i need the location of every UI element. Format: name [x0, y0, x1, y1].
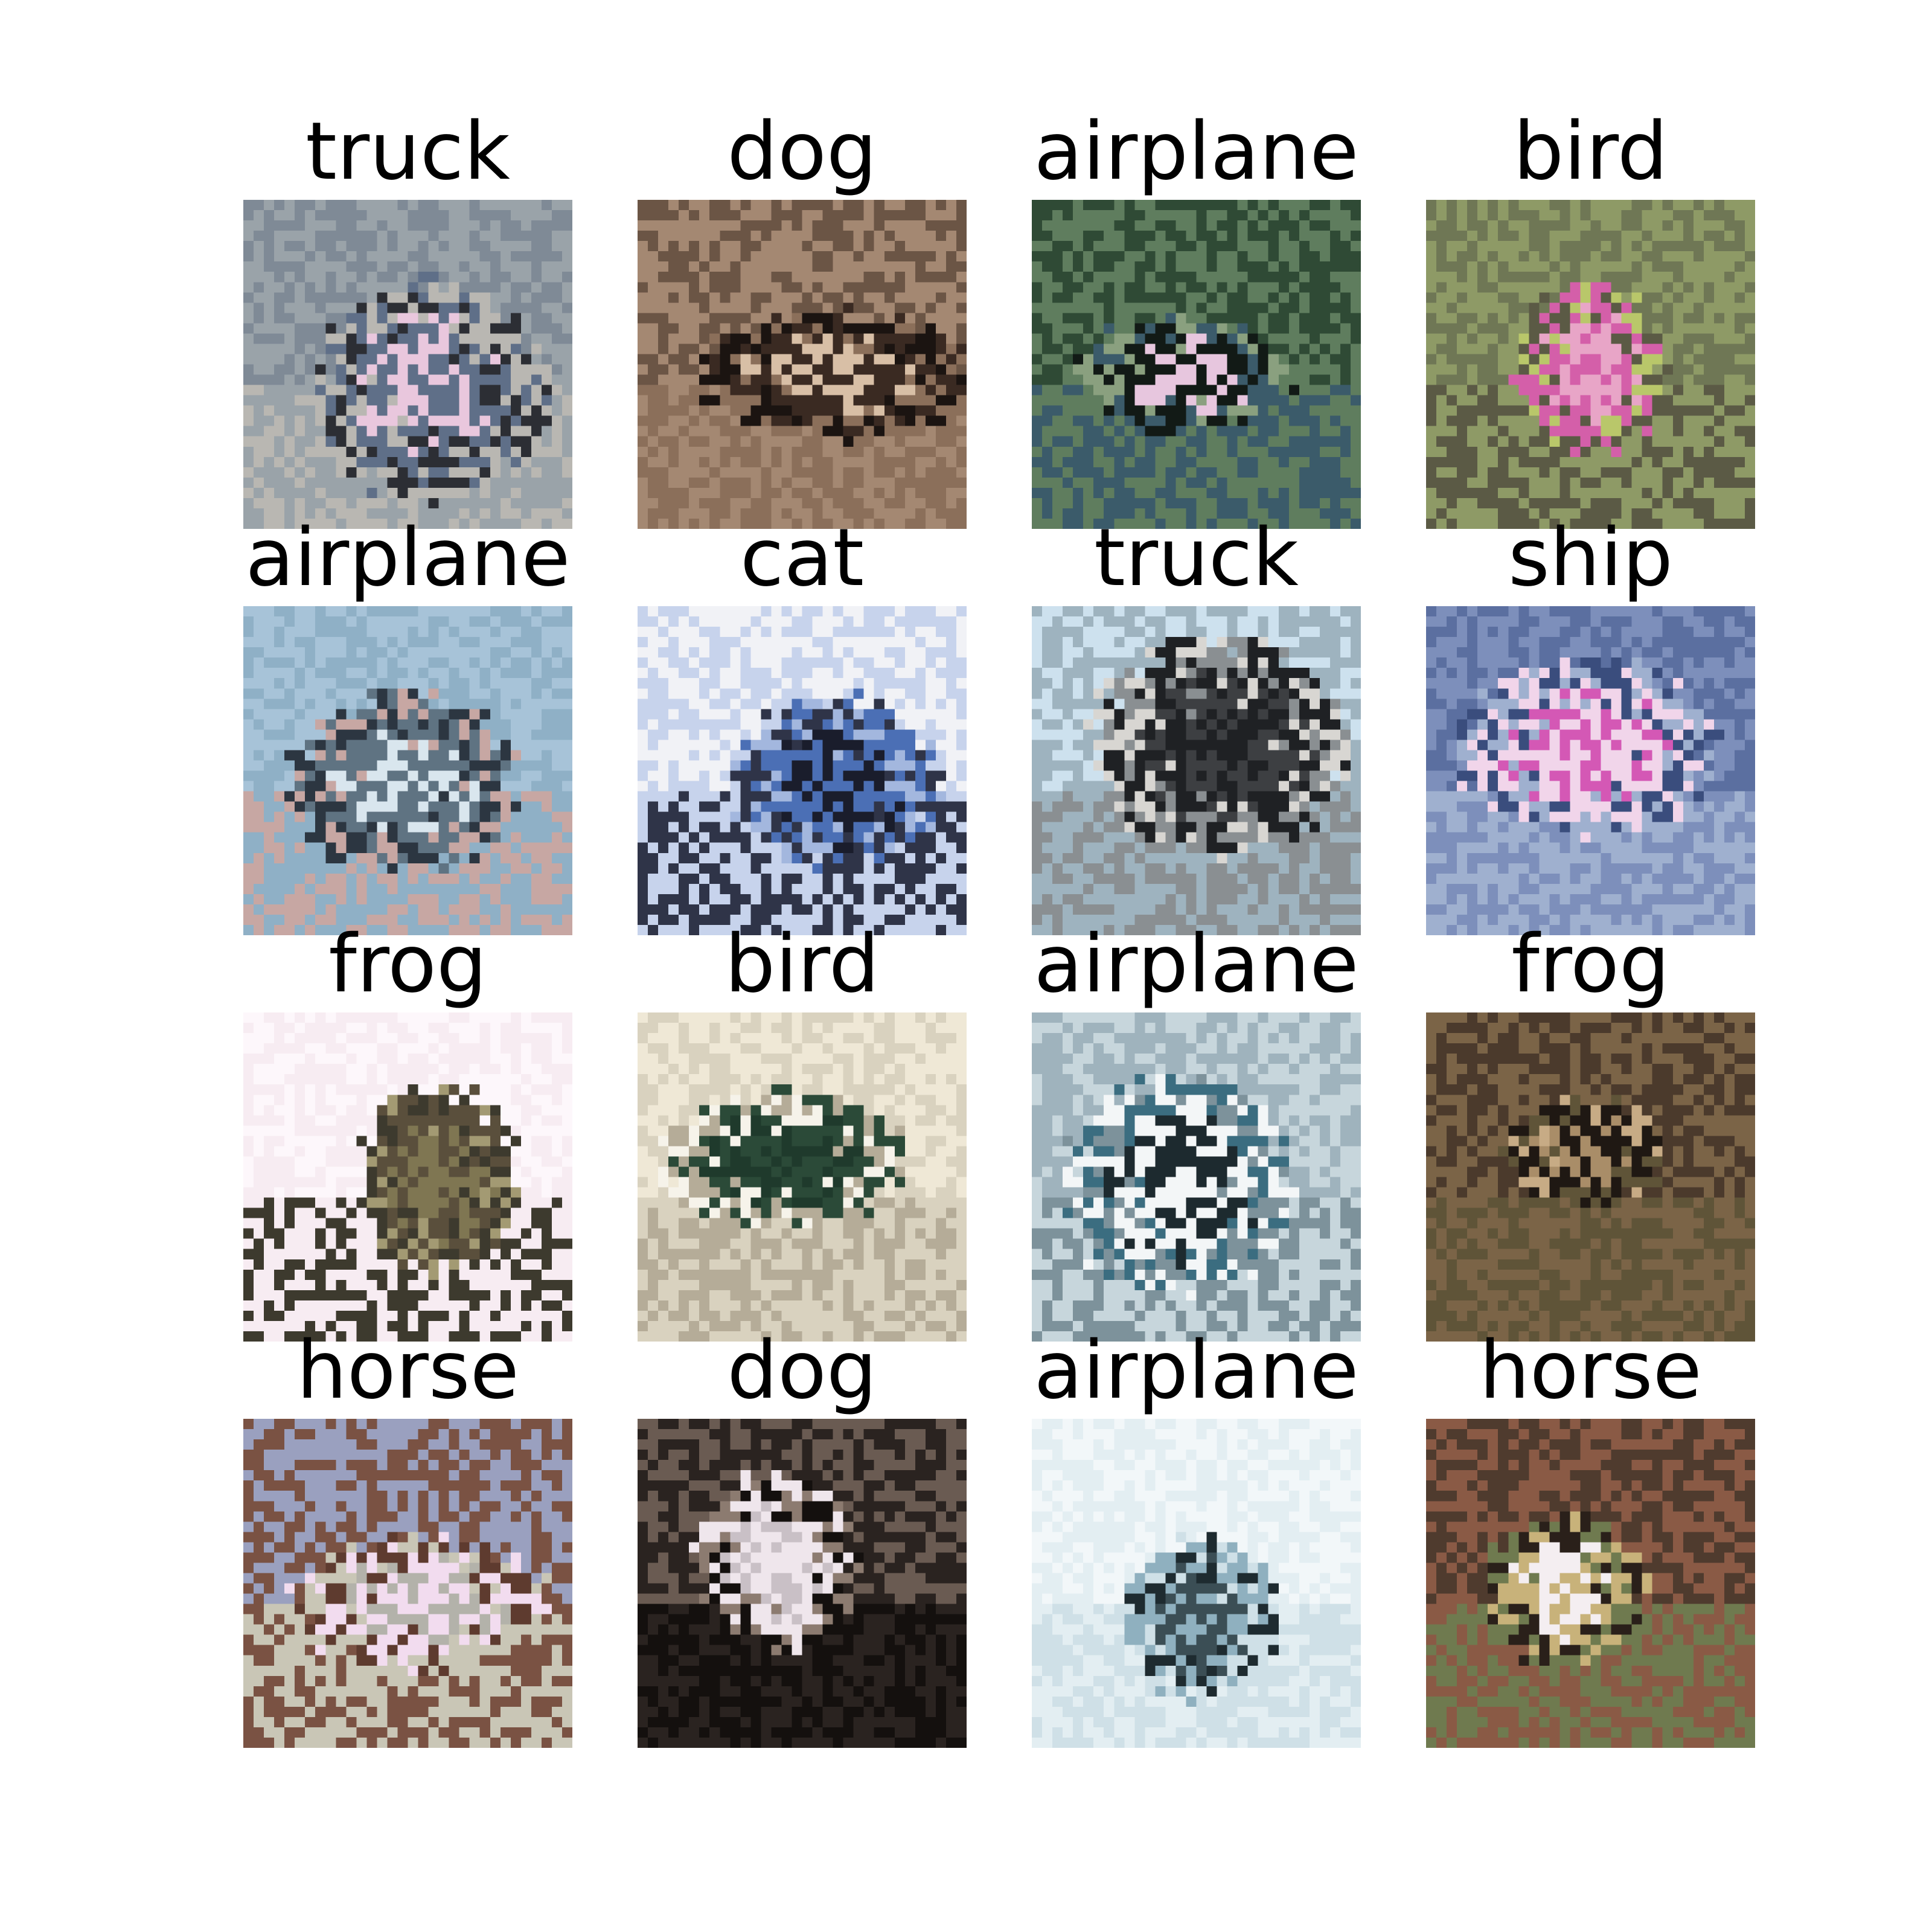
- grid-cell: dog: [638, 109, 967, 529]
- cell-image: [638, 1419, 967, 1748]
- cell-label: airplane: [245, 511, 571, 604]
- cell-image: [1032, 1419, 1361, 1748]
- cell-label: airplane: [1034, 105, 1359, 198]
- cell-image: [243, 606, 572, 935]
- grid-cell: ship: [1426, 516, 1755, 935]
- grid-cell: airplane: [1032, 109, 1361, 529]
- cell-image: [1426, 1012, 1755, 1342]
- cell-label: cat: [740, 511, 865, 604]
- grid-cell: airplane: [1032, 1328, 1361, 1748]
- cell-label: ship: [1508, 511, 1673, 604]
- cell-label: airplane: [1034, 1324, 1359, 1417]
- grid-cell: bird: [1426, 109, 1755, 529]
- cell-image: [1032, 200, 1361, 529]
- cell-image: [1426, 1419, 1755, 1748]
- cell-label: dog: [727, 105, 877, 198]
- cell-image: [638, 1012, 967, 1342]
- cell-image: [243, 1419, 572, 1748]
- grid-cell: horse: [243, 1328, 572, 1748]
- cell-image: [1426, 606, 1755, 935]
- grid-cell: frog: [243, 922, 572, 1342]
- cell-label: frog: [1511, 918, 1670, 1011]
- cell-image: [1426, 200, 1755, 529]
- cell-label: horse: [1479, 1324, 1702, 1417]
- cell-label: truck: [305, 105, 510, 198]
- cell-label: bird: [724, 918, 880, 1011]
- cell-image: [1032, 606, 1361, 935]
- cell-image: [638, 606, 967, 935]
- cell-label: bird: [1513, 105, 1668, 198]
- grid-cell: dog: [638, 1328, 967, 1748]
- grid-cell: truck: [1032, 516, 1361, 935]
- cell-label: frog: [328, 918, 487, 1011]
- cell-label: horse: [296, 1324, 519, 1417]
- grid-cell: frog: [1426, 922, 1755, 1342]
- cell-image: [638, 200, 967, 529]
- cell-label: truck: [1094, 511, 1299, 604]
- grid-cell: horse: [1426, 1328, 1755, 1748]
- cell-label: dog: [727, 1324, 877, 1417]
- cell-image: [243, 1012, 572, 1342]
- grid-cell: truck: [243, 109, 572, 529]
- grid-cell: airplane: [243, 516, 572, 935]
- grid-cell: bird: [638, 922, 967, 1342]
- cell-label: airplane: [1034, 918, 1359, 1011]
- grid-cell: cat: [638, 516, 967, 935]
- cell-image: [1032, 1012, 1361, 1342]
- grid-cell: airplane: [1032, 922, 1361, 1342]
- cell-image: [243, 200, 572, 529]
